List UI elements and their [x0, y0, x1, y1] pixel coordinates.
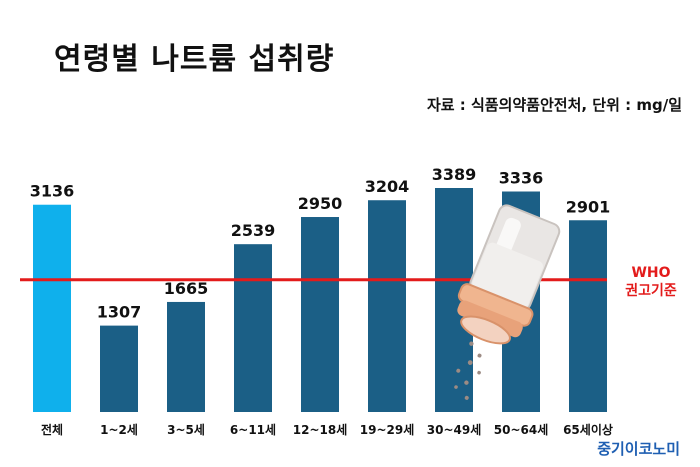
category-label-2: 3~5세	[167, 422, 205, 437]
category-label-6: 30~49세	[427, 422, 482, 437]
value-label-6: 3389	[432, 165, 477, 184]
chart-source: 자료 : 식품의약품안전처, 단위 : mg/일	[426, 96, 682, 114]
value-label-5: 3204	[365, 177, 410, 196]
bar-2	[167, 301, 205, 412]
bar-4	[301, 217, 339, 412]
category-label-7: 50~64세	[494, 422, 549, 437]
value-label-1: 1307	[97, 303, 142, 322]
bar-3	[234, 244, 272, 412]
value-label-8: 2901	[566, 197, 611, 216]
bar-5	[368, 200, 406, 412]
bar-8	[569, 220, 607, 412]
who-reference-label: WHO	[631, 265, 670, 281]
chart-title: 연령별 나트륨 섭취량	[54, 42, 335, 77]
watermark-logo: 중기이코노미	[597, 440, 680, 458]
value-label-3: 2539	[231, 221, 276, 240]
category-label-0: 전체	[41, 422, 63, 437]
category-label-8: 65세이상	[563, 422, 613, 437]
value-label-4: 2950	[298, 194, 343, 213]
who-reference-sublabel: 권고기준	[625, 283, 677, 299]
value-label-0: 3136	[30, 182, 75, 201]
category-label-3: 6~11세	[230, 422, 276, 437]
category-label-4: 12~18세	[293, 422, 348, 437]
value-label-7: 3336	[499, 169, 544, 188]
value-label-2: 1665	[164, 279, 209, 298]
salt-shaker-illustration	[454, 204, 561, 400]
category-label-5: 19~29세	[360, 422, 415, 437]
bar-0	[33, 204, 71, 412]
bar-1	[100, 325, 138, 412]
category-label-1: 1~2세	[100, 422, 138, 437]
